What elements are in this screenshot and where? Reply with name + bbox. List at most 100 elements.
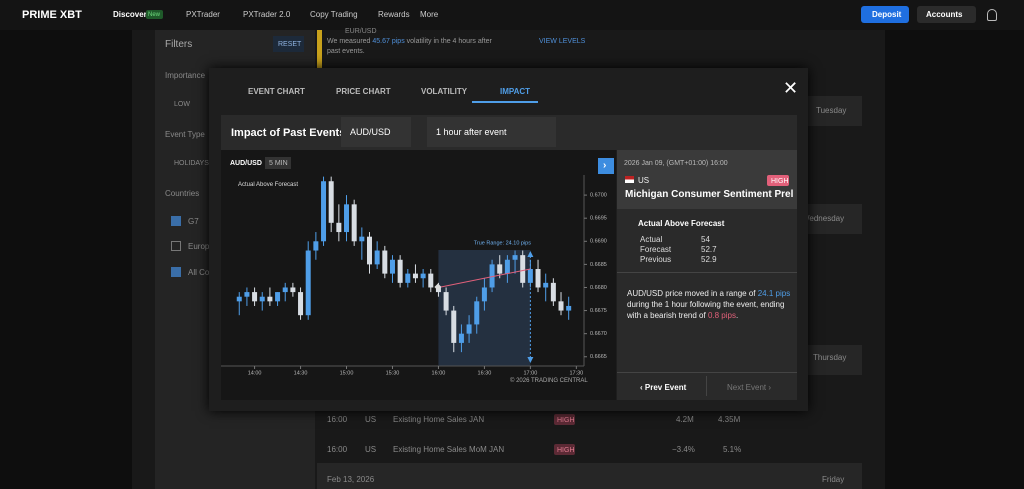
candle-body: [458, 333, 464, 343]
row-country: US: [365, 415, 377, 424]
move-line: [438, 268, 531, 288]
candle-body: [543, 282, 549, 288]
x-tick-label: 15:30: [386, 370, 400, 376]
reset-button[interactable]: [273, 36, 304, 52]
close-button[interactable]: ✕: [783, 78, 799, 98]
candle-body: [405, 273, 411, 283]
y-tick-label: 0.6680: [590, 285, 607, 291]
banner-link[interactable]: VIEW LEVELS: [539, 38, 586, 45]
nav-item[interactable]: PXTrader 2.0: [243, 10, 291, 19]
stat-label: Previous: [640, 255, 672, 264]
highlight: 45.67 pips: [372, 38, 405, 45]
highlight: 0.8 pips: [707, 311, 736, 320]
event-result: Actual Above Forecast: [638, 219, 725, 228]
sidebar-heading: Event Type: [165, 130, 205, 139]
accounts-label[interactable]: Accounts: [926, 10, 963, 19]
event-date: 2026 Jan 09, (GMT+01:00) 16:00: [624, 160, 728, 167]
x-tick-label: 14:30: [294, 370, 308, 376]
date-label: Feb 13, 2026: [327, 475, 375, 484]
sidebar-heading: Countries: [165, 189, 200, 198]
x-tick-label: 14:00: [248, 370, 262, 376]
divider: [617, 372, 797, 373]
next-button[interactable]: Next Event ›: [727, 383, 772, 392]
y-tick-label: 0.6695: [590, 216, 607, 222]
candle-body: [412, 273, 418, 279]
checkbox[interactable]: [171, 216, 181, 226]
candle-body: [489, 264, 495, 288]
nav-item[interactable]: Copy Trading: [310, 10, 358, 19]
row-time: 16:00: [327, 415, 348, 424]
next-label: Next Event: [727, 383, 767, 392]
checkbox[interactable]: [171, 267, 181, 277]
highlight: 24.1 pips: [757, 289, 791, 298]
y-tick-label: 0.6690: [590, 239, 607, 245]
stat-value: 52.7: [701, 245, 717, 254]
candle-body: [443, 292, 449, 311]
tab[interactable]: VOLATILITY: [421, 87, 468, 96]
y-tick-label: 0.6675: [590, 308, 607, 314]
badge-bg: [146, 10, 163, 19]
event-impact: HIGH: [771, 178, 789, 185]
x-tick-label: 17:30: [569, 370, 583, 376]
candle-body: [259, 296, 265, 302]
day-bar: [808, 204, 862, 234]
nav-item[interactable]: Rewards: [378, 10, 410, 19]
candle-body: [366, 236, 372, 265]
window-label[interactable]: 1 hour after event: [436, 127, 507, 137]
banner-pair: EUR/USD: [345, 28, 377, 35]
candle-body: [389, 259, 395, 274]
row-event[interactable]: Existing Home Sales MoM JAN: [393, 445, 505, 454]
window-select[interactable]: [427, 117, 556, 147]
nav-item[interactable]: PXTrader: [186, 10, 220, 19]
checkbox[interactable]: [171, 241, 181, 251]
panel-toggle-icon[interactable]: ›: [603, 160, 607, 171]
country: G7: [188, 217, 199, 226]
tab-active[interactable]: IMPACT: [500, 87, 531, 96]
candle-body: [344, 204, 350, 233]
candle-body: [474, 301, 480, 325]
reset-label[interactable]: RESET: [278, 41, 302, 48]
panel-toggle[interactable]: [598, 158, 614, 174]
nav-item[interactable]: More: [420, 10, 439, 19]
x-tick-label: 16:00: [432, 370, 446, 376]
candle-body: [397, 259, 403, 283]
deposit-button[interactable]: [861, 6, 909, 23]
event-marker: [434, 283, 442, 291]
tab[interactable]: EVENT CHART: [248, 87, 305, 96]
logo[interactable]: PRIME XBT: [22, 9, 82, 21]
deposit-label[interactable]: Deposit: [872, 10, 902, 19]
impact: HIGH: [557, 447, 575, 454]
stat-value: 54: [701, 235, 710, 244]
modal-title: Impact of Past Events: [231, 127, 346, 139]
accounts-button[interactable]: [917, 6, 976, 23]
filter-chip[interactable]: HOLIDAYS: [174, 160, 209, 167]
date-bar: [317, 463, 862, 489]
pair-select[interactable]: [341, 117, 411, 147]
divider: [706, 376, 707, 396]
candle-body: [512, 255, 518, 260]
chart-timeframe: 5 MIN: [269, 160, 288, 167]
x-tick-label: 17:00: [523, 370, 537, 376]
impact-bg: [767, 175, 789, 186]
profile-icon[interactable]: [987, 9, 997, 21]
banner-text: We measured 45.67 pips volatility in the…: [327, 38, 492, 45]
day-label: Wednesday: [802, 214, 845, 223]
event-name: Michigan Consumer Sentiment Prel: [625, 189, 794, 200]
row-actual: −3.4%: [672, 445, 695, 454]
text: We measured: [327, 38, 373, 45]
candle-body: [451, 310, 457, 343]
candle-body: [382, 250, 388, 274]
filter-chip[interactable]: LOW: [174, 101, 190, 108]
row-event[interactable]: Existing Home Sales JAN: [393, 415, 485, 424]
x-tick-label: 15:00: [340, 370, 354, 376]
candle-body: [550, 282, 556, 302]
prev-button[interactable]: ‹ Prev Event: [640, 383, 687, 392]
row-forecast: 4.35M: [718, 415, 741, 424]
candle-body: [520, 255, 526, 283]
tab[interactable]: PRICE CHART: [336, 87, 391, 96]
nav-item[interactable]: Discover: [113, 10, 147, 19]
chart-symbol: AUD/USD: [230, 160, 262, 167]
candle-body: [497, 264, 503, 274]
pair-label[interactable]: AUD/USD: [350, 127, 391, 137]
text: volatility in the 4 hours after: [404, 38, 492, 45]
